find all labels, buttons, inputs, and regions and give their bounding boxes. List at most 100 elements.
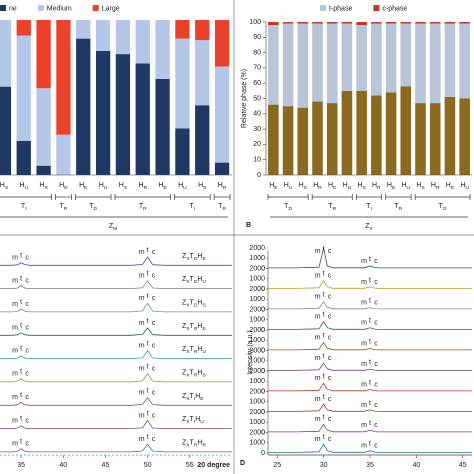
x-tick-label: HR — [138, 182, 147, 191]
group-label: TI — [366, 203, 372, 212]
x-tick-label: HS — [119, 182, 128, 191]
legend-swatch — [373, 5, 380, 11]
peak-label: m — [139, 365, 145, 372]
y-axis-label: Relative phase (%) — [241, 69, 248, 128]
peak-label: t — [369, 256, 371, 263]
bar-segment — [135, 20, 150, 64]
trace-label: ZXTRHE — [182, 323, 206, 332]
bar-segment — [459, 23, 470, 99]
peak-label: c — [374, 320, 378, 327]
group-label: TR — [395, 203, 403, 212]
bar-segment — [155, 78, 170, 175]
x-axis-label: 20 degree — [197, 462, 230, 469]
y-tick-label: 80 — [253, 49, 261, 56]
y-tick-label: 2000 — [249, 286, 265, 293]
trace-label: ZXTRHS — [182, 369, 206, 378]
peak-label: c — [328, 355, 332, 362]
bar-segment — [0, 20, 12, 87]
y-tick-label: 20 — [253, 141, 261, 148]
xrd-trace — [0, 397, 232, 406]
bar-segment — [282, 22, 294, 24]
peak-label: m — [12, 301, 18, 308]
bar-segment — [297, 23, 309, 108]
peak-label: t — [323, 414, 325, 421]
bar-segment — [36, 88, 51, 166]
peak-label: c — [374, 258, 378, 265]
legend-label: ne — [9, 5, 17, 12]
legend-label: Medium — [47, 5, 72, 12]
peak-label: c — [152, 412, 156, 419]
legend-swatch — [37, 5, 44, 11]
xrd-trace — [268, 362, 472, 371]
peak-label: m — [361, 381, 367, 388]
y-tick-label: 40 — [253, 111, 261, 118]
group-label: TR — [328, 203, 336, 212]
x-tick-label: HE — [269, 182, 278, 191]
peak-label: c — [328, 334, 332, 341]
y-tick-label: 1000 — [249, 276, 265, 283]
trace-label: ZXTIHE — [182, 393, 204, 402]
peak-label: t — [147, 388, 149, 395]
y-tick-label: 0 — [261, 388, 265, 395]
y-tick-label: 2000 — [249, 388, 265, 395]
peak-label: m — [12, 254, 18, 261]
bar-segment — [76, 20, 91, 39]
y-tick-label: 1000 — [249, 378, 265, 385]
peak-label: c — [152, 273, 156, 280]
y-tick-label: 70 — [253, 65, 261, 72]
bar-segment — [312, 23, 323, 102]
y-tick-label: 1000 — [249, 440, 265, 447]
peak-label: t — [369, 277, 371, 284]
peak-label: c — [328, 416, 332, 423]
peak-label: m — [315, 396, 321, 403]
y-tick-label: 60 — [253, 80, 261, 87]
xrd-trace — [0, 349, 232, 359]
bar-segment — [16, 20, 31, 36]
bar-segment — [155, 20, 170, 79]
bar-segment — [341, 22, 353, 24]
y-tick-label: 0 — [261, 347, 265, 354]
peak-label: t — [369, 338, 371, 345]
peak-label: m — [315, 375, 321, 382]
trace-label: ZXTDHE — [182, 253, 206, 262]
y-tick-label: 0 — [261, 368, 265, 375]
trace-label: ZXTRHR — [182, 439, 206, 448]
bar-segment — [175, 20, 190, 39]
xrd-trace — [268, 403, 472, 412]
peak-label: c — [25, 418, 29, 425]
y-tick-label: 30 — [253, 126, 261, 133]
bar-segment — [56, 20, 71, 135]
legend-label: Large — [102, 5, 120, 12]
peak-label: c — [328, 294, 332, 301]
group-label: TI — [190, 203, 196, 212]
peak-label: t — [20, 346, 22, 353]
peak-label: c — [152, 342, 156, 349]
bar-segment — [16, 140, 31, 175]
y-tick-label: 2000 — [249, 409, 265, 416]
bar-segment — [175, 128, 190, 175]
bar-segment — [429, 22, 441, 24]
peak-label: t — [369, 379, 371, 386]
peak-label: m — [139, 320, 145, 327]
peak-label: c — [25, 394, 29, 401]
bar-segment — [385, 23, 397, 93]
bar-segment — [356, 22, 367, 26]
bar-segment — [268, 104, 279, 175]
peak-label: t — [323, 434, 325, 441]
bar-segment — [76, 38, 91, 175]
peak-label: c — [374, 402, 378, 409]
bar-segment — [400, 86, 412, 175]
peak-label: m — [139, 273, 145, 280]
x-tick-label: HS — [39, 182, 48, 191]
y-tick-label: 1000 — [249, 419, 265, 426]
xrd-trace — [268, 423, 472, 433]
xrd-trace — [0, 419, 232, 429]
trace-label: ZXTRHU — [182, 346, 206, 355]
x-tick-label: HS — [0, 182, 9, 191]
y-tick-label: 2000 — [249, 245, 265, 252]
y-tick-label: 0 — [261, 450, 265, 457]
x-tick-label: 45 — [102, 462, 110, 469]
bar-segment — [341, 23, 353, 91]
peak-label: m — [361, 361, 367, 368]
